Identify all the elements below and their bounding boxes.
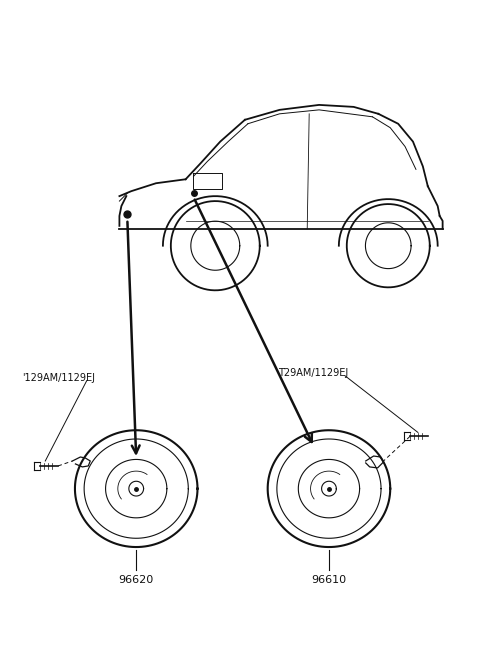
Text: 96620: 96620 — [119, 575, 154, 585]
Text: 96610: 96610 — [312, 575, 347, 585]
Text: '129AM/1129EJ: '129AM/1129EJ — [23, 373, 96, 382]
Text: T29AM/1129EJ: T29AM/1129EJ — [277, 368, 348, 378]
